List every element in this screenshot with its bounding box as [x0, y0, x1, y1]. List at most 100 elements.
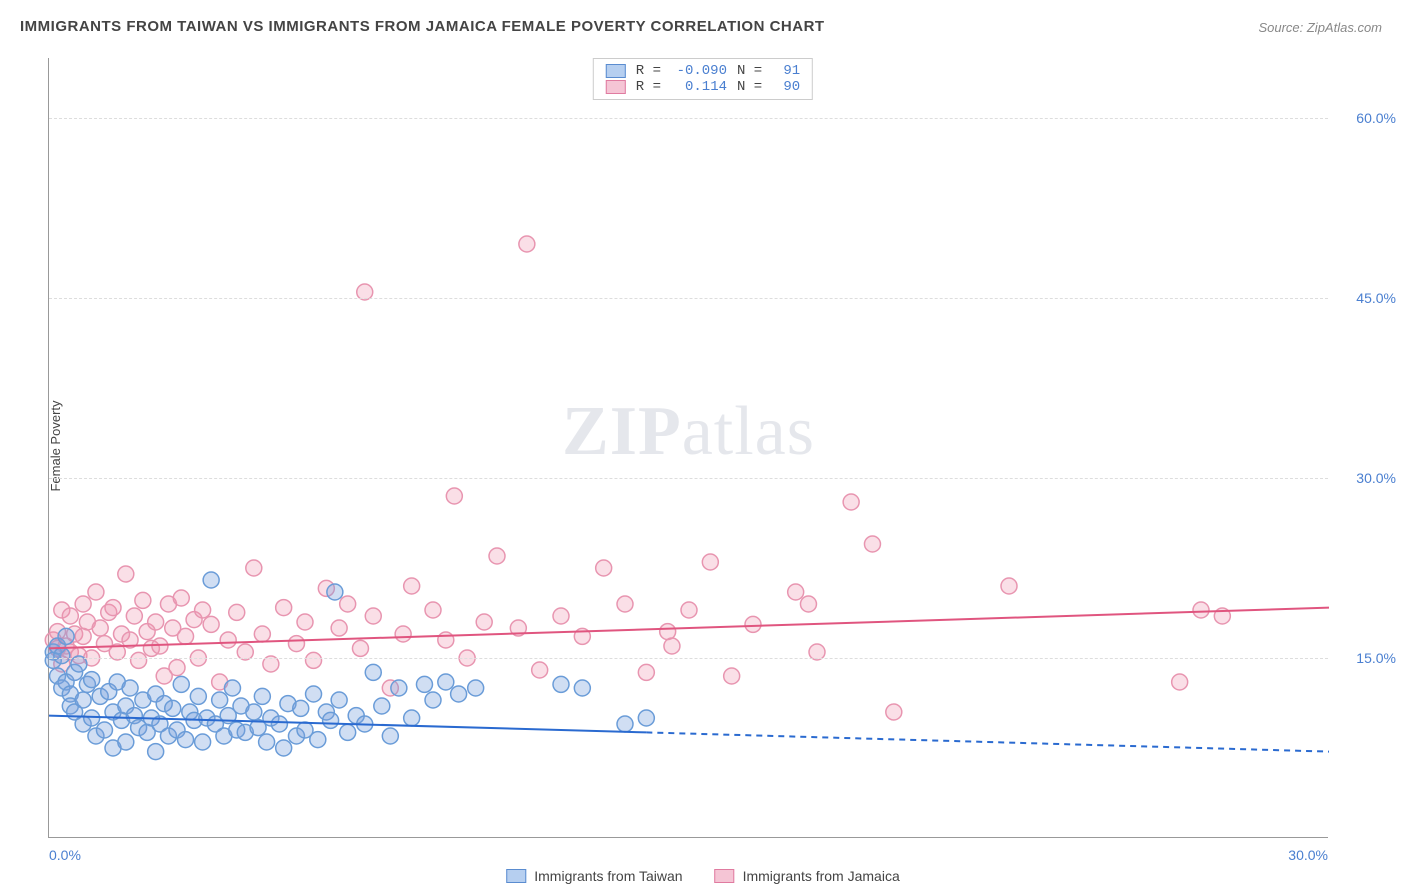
data-point: [519, 236, 535, 252]
legend-bottom: Immigrants from Taiwan Immigrants from J…: [506, 868, 900, 884]
data-point: [843, 494, 859, 510]
data-point: [365, 664, 381, 680]
legend-label-taiwan: Immigrants from Taiwan: [534, 868, 682, 884]
r-value-jamaica: 0.114: [671, 79, 727, 95]
data-point: [224, 680, 240, 696]
data-point: [276, 600, 292, 616]
data-point: [276, 740, 292, 756]
data-point: [229, 604, 245, 620]
y-tick-label: 45.0%: [1336, 290, 1396, 306]
n-label: N =: [737, 79, 762, 95]
data-point: [190, 688, 206, 704]
data-point: [293, 700, 309, 716]
data-point: [173, 590, 189, 606]
stats-row-taiwan: R = -0.090 N = 91: [606, 63, 800, 79]
chart-title: IMMIGRANTS FROM TAIWAN VS IMMIGRANTS FRO…: [20, 18, 825, 35]
jamaica-swatch: [606, 80, 626, 94]
data-point: [374, 698, 390, 714]
data-point: [297, 614, 313, 630]
x-tick-label: 30.0%: [1288, 847, 1328, 863]
data-point: [246, 704, 262, 720]
data-point: [254, 626, 270, 642]
data-point: [131, 652, 147, 668]
data-point: [660, 624, 676, 640]
data-point: [178, 732, 194, 748]
legend-item-taiwan: Immigrants from Taiwan: [506, 868, 682, 884]
data-point: [54, 648, 70, 664]
data-point: [886, 704, 902, 720]
data-point: [425, 602, 441, 618]
taiwan-swatch: [606, 64, 626, 78]
data-point: [306, 686, 322, 702]
gridline: [49, 478, 1328, 479]
data-point: [288, 636, 304, 652]
source-attribution: Source: ZipAtlas.com: [1258, 20, 1382, 35]
data-point: [220, 632, 236, 648]
n-value-taiwan: 91: [772, 63, 800, 79]
data-point: [438, 674, 454, 690]
gridline: [49, 298, 1328, 299]
y-tick-label: 60.0%: [1336, 110, 1396, 126]
legend-label-jamaica: Immigrants from Jamaica: [743, 868, 900, 884]
stats-legend-box: R = -0.090 N = 91 R = 0.114 N = 90: [593, 58, 813, 100]
data-point: [323, 712, 339, 728]
data-point: [404, 578, 420, 594]
data-point: [1001, 578, 1017, 594]
data-point: [724, 668, 740, 684]
data-point: [596, 560, 612, 576]
data-point: [382, 728, 398, 744]
data-point: [468, 680, 484, 696]
data-point: [404, 710, 420, 726]
data-point: [84, 710, 100, 726]
y-tick-label: 15.0%: [1336, 650, 1396, 666]
data-point: [122, 680, 138, 696]
data-point: [574, 680, 590, 696]
data-point: [681, 602, 697, 618]
data-point: [553, 608, 569, 624]
gridline: [49, 118, 1328, 119]
taiwan-swatch-icon: [506, 869, 526, 883]
x-tick-label: 0.0%: [49, 847, 81, 863]
data-point: [638, 710, 654, 726]
y-tick-label: 30.0%: [1336, 470, 1396, 486]
data-point: [195, 734, 211, 750]
data-point: [126, 608, 142, 624]
data-point: [96, 722, 112, 738]
data-point: [75, 596, 91, 612]
data-point: [664, 638, 680, 654]
data-point: [92, 620, 108, 636]
data-point: [425, 692, 441, 708]
data-point: [75, 692, 91, 708]
r-label: R =: [636, 79, 661, 95]
plot-area: ZIPatlas 15.0%30.0%45.0%60.0%0.0%30.0%: [48, 58, 1328, 838]
data-point: [1193, 602, 1209, 618]
data-point: [58, 628, 74, 644]
data-point: [306, 652, 322, 668]
stats-row-jamaica: R = 0.114 N = 90: [606, 79, 800, 95]
data-point: [391, 680, 407, 696]
data-point: [788, 584, 804, 600]
data-point: [88, 584, 104, 600]
data-point: [446, 488, 462, 504]
data-point: [203, 572, 219, 588]
data-point: [617, 596, 633, 612]
data-point: [331, 692, 347, 708]
data-point: [395, 626, 411, 642]
data-point: [178, 628, 194, 644]
data-point: [118, 734, 134, 750]
data-point: [195, 602, 211, 618]
data-point: [745, 616, 761, 632]
data-point: [365, 608, 381, 624]
data-point: [135, 592, 151, 608]
data-point: [118, 566, 134, 582]
data-point: [340, 724, 356, 740]
data-point: [638, 664, 654, 680]
chart-svg: [49, 58, 1328, 837]
data-point: [340, 596, 356, 612]
data-point: [246, 560, 262, 576]
data-point: [254, 688, 270, 704]
gridline: [49, 658, 1328, 659]
r-value-taiwan: -0.090: [671, 63, 727, 79]
data-point: [352, 640, 368, 656]
data-point: [203, 616, 219, 632]
